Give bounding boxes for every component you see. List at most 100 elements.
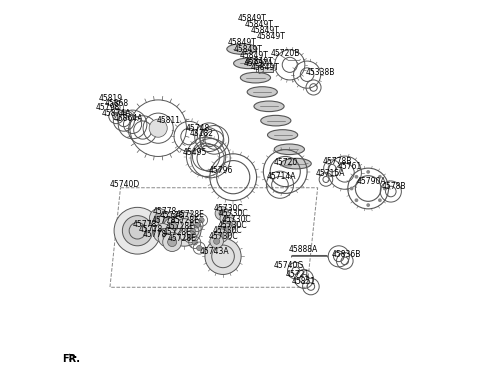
Text: 45849T: 45849T — [244, 20, 274, 29]
Circle shape — [366, 170, 370, 174]
Text: FR.: FR. — [62, 354, 80, 364]
Text: 45737A: 45737A — [243, 59, 273, 68]
Circle shape — [158, 212, 177, 231]
Circle shape — [199, 218, 204, 223]
Text: 45728E: 45728E — [162, 228, 191, 237]
Text: 45730C: 45730C — [221, 215, 251, 224]
Circle shape — [215, 229, 228, 242]
Text: 45714A: 45714A — [267, 172, 296, 181]
Circle shape — [218, 233, 224, 239]
Circle shape — [223, 218, 236, 231]
Text: 45778: 45778 — [159, 211, 183, 220]
Circle shape — [355, 175, 359, 179]
Text: 45888A: 45888A — [288, 245, 318, 254]
Bar — [258, 67, 273, 72]
Text: 4578B: 4578B — [382, 182, 406, 191]
Text: 45715A: 45715A — [316, 169, 345, 178]
Text: 45730C: 45730C — [218, 209, 248, 218]
Ellipse shape — [261, 115, 291, 126]
Text: 45721: 45721 — [285, 270, 310, 279]
Text: 45796: 45796 — [208, 166, 233, 175]
Ellipse shape — [267, 130, 298, 140]
Text: 45728E: 45728E — [167, 234, 196, 243]
Text: 45874A: 45874A — [102, 109, 131, 118]
Text: 45849T: 45849T — [251, 26, 279, 35]
Text: 45819: 45819 — [99, 94, 123, 103]
Circle shape — [163, 233, 172, 242]
Text: 45730C: 45730C — [214, 204, 243, 213]
Text: 45790A: 45790A — [356, 177, 386, 186]
Text: 45778: 45778 — [138, 225, 162, 234]
Text: 45849T: 45849T — [233, 45, 262, 54]
Text: 45740G: 45740G — [273, 261, 303, 270]
Circle shape — [366, 203, 370, 207]
Circle shape — [197, 245, 202, 251]
Circle shape — [210, 234, 223, 248]
Circle shape — [114, 207, 161, 254]
Ellipse shape — [274, 144, 304, 155]
Circle shape — [168, 238, 177, 247]
Text: 45778: 45778 — [152, 216, 176, 225]
Text: 45338B: 45338B — [305, 68, 335, 77]
Circle shape — [205, 238, 241, 274]
Text: 45728E: 45728E — [176, 210, 204, 219]
Circle shape — [378, 175, 382, 179]
Text: 45849T: 45849T — [256, 32, 285, 41]
Circle shape — [163, 217, 172, 226]
Text: 45761: 45761 — [338, 162, 362, 171]
Text: 45851: 45851 — [291, 277, 315, 287]
Text: 45730C: 45730C — [208, 231, 238, 241]
Text: 45730C: 45730C — [217, 221, 247, 230]
Circle shape — [163, 233, 181, 251]
Ellipse shape — [234, 58, 264, 69]
Text: 45778: 45778 — [153, 207, 177, 216]
Circle shape — [219, 223, 233, 237]
Text: 45836B: 45836B — [332, 250, 361, 259]
Text: 45868: 45868 — [104, 99, 129, 108]
Text: 45811: 45811 — [157, 116, 181, 125]
Text: 45778B: 45778B — [323, 157, 352, 166]
Circle shape — [167, 212, 201, 246]
Circle shape — [224, 216, 230, 222]
Circle shape — [158, 228, 177, 247]
Text: 45849T: 45849T — [244, 57, 274, 66]
Circle shape — [155, 213, 164, 222]
Text: 45849T: 45849T — [228, 38, 257, 48]
Text: 45849T: 45849T — [239, 51, 268, 60]
Text: 45849T: 45849T — [251, 63, 279, 72]
Circle shape — [149, 119, 167, 137]
Text: 43182: 43182 — [190, 129, 214, 138]
Text: 45743A: 45743A — [200, 247, 229, 256]
Text: 45730C: 45730C — [213, 226, 243, 235]
Text: 45778: 45778 — [133, 220, 157, 229]
Ellipse shape — [254, 101, 284, 112]
Ellipse shape — [247, 87, 277, 97]
Circle shape — [219, 210, 225, 216]
Text: 45798: 45798 — [95, 103, 120, 112]
Circle shape — [355, 198, 359, 202]
Circle shape — [214, 238, 220, 244]
Circle shape — [215, 207, 228, 220]
Text: 45728E: 45728E — [171, 216, 200, 225]
Circle shape — [220, 212, 234, 225]
Circle shape — [227, 221, 232, 227]
Circle shape — [122, 216, 153, 246]
Circle shape — [149, 208, 168, 227]
Circle shape — [223, 227, 229, 233]
Text: 45728E: 45728E — [166, 222, 195, 231]
Text: 45748: 45748 — [186, 124, 210, 133]
Circle shape — [188, 234, 193, 239]
Circle shape — [168, 222, 178, 231]
Circle shape — [378, 198, 382, 202]
Circle shape — [158, 228, 167, 238]
Text: 45495: 45495 — [182, 148, 207, 157]
Circle shape — [383, 187, 387, 190]
Text: 45849T: 45849T — [238, 14, 267, 23]
Circle shape — [194, 223, 200, 228]
Circle shape — [350, 187, 353, 190]
Circle shape — [153, 224, 172, 242]
Circle shape — [164, 218, 182, 236]
Text: 45720: 45720 — [274, 158, 298, 167]
Ellipse shape — [227, 44, 257, 54]
Ellipse shape — [281, 158, 311, 169]
